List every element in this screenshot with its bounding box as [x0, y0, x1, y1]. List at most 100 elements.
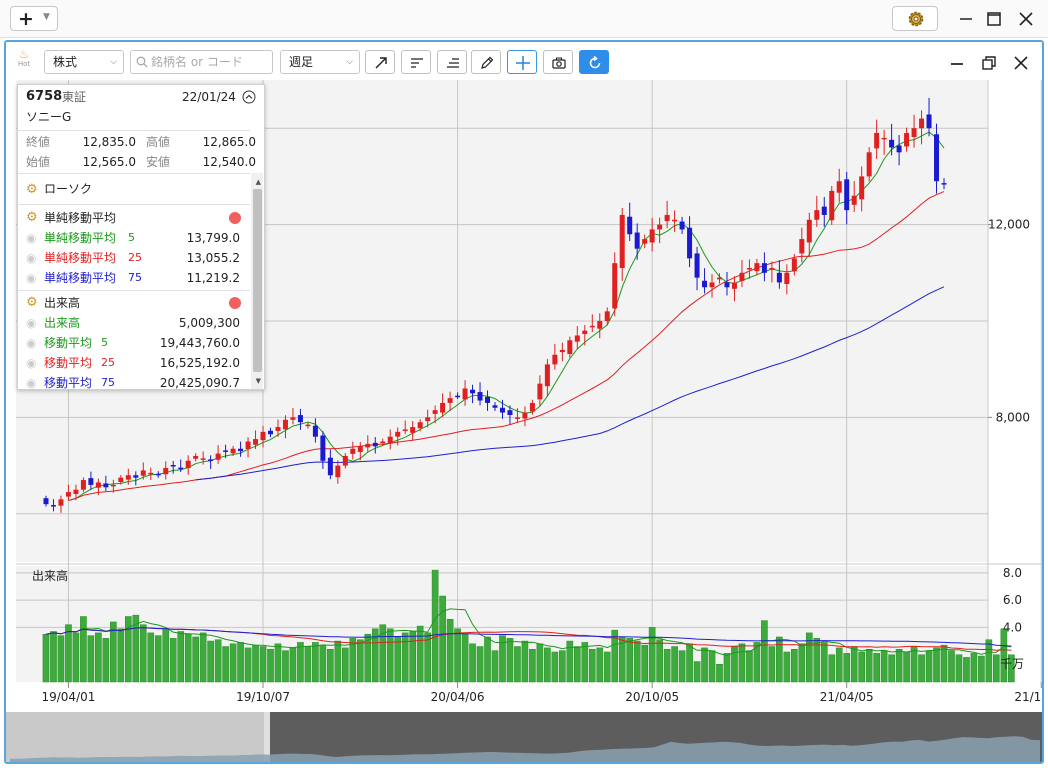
eye-icon[interactable]: ◉ [26, 251, 37, 265]
candlestick [911, 114, 917, 148]
volume-bar [573, 646, 581, 683]
maximize-icon[interactable] [983, 8, 1005, 30]
volume-tick-label: 8.0 [1003, 566, 1022, 580]
volume-panel-title: 出来高 [32, 568, 68, 583]
volume-bar [431, 569, 439, 683]
trend-line-icon [375, 57, 387, 69]
volume-bar [214, 639, 222, 683]
minimize-icon[interactable] [948, 54, 966, 72]
crosshair-button[interactable] [507, 50, 537, 74]
volume-bar [738, 643, 746, 683]
volume-bar [985, 639, 993, 683]
volume-bar [970, 653, 978, 683]
candlestick [934, 123, 940, 194]
gear-icon[interactable]: ⚙ [26, 210, 38, 225]
volume-period: 5 [101, 336, 108, 349]
navigator-handle[interactable] [264, 712, 270, 764]
eye-icon[interactable]: ◉ [26, 316, 37, 330]
volume-bar [371, 628, 379, 683]
volume-bar [192, 636, 199, 683]
add-label: + [18, 8, 34, 30]
volume-bar [184, 633, 192, 683]
scroll-down-icon[interactable]: ▼ [255, 377, 261, 385]
volume-bar [746, 650, 753, 683]
candlestick [612, 252, 618, 317]
candlestick [492, 402, 498, 411]
draw-button[interactable] [471, 50, 501, 74]
add-button[interactable]: + ▼ [10, 6, 58, 31]
candlestick [627, 202, 633, 242]
volume-status-dot[interactable] [229, 297, 241, 309]
sma-header[interactable]: ⚙ 単純移動平均 [18, 208, 264, 228]
volume-line-row[interactable]: ◉ 出来高 5,009,300 [18, 313, 264, 333]
candlestick [65, 484, 71, 501]
candlestick [814, 195, 820, 227]
scrollbar-thumb[interactable] [253, 189, 262, 372]
screenshot-button[interactable] [543, 50, 573, 74]
volume-tick-label: 4.0 [1003, 620, 1022, 634]
volume-bar [499, 635, 506, 683]
candlestick [724, 271, 730, 296]
sma-label: 単純移動平均 [44, 251, 117, 265]
symbol-search-input[interactable]: 銘柄名 or コード [130, 50, 273, 74]
candlestick [268, 427, 273, 438]
scroll-up-icon[interactable]: ▲ [255, 178, 261, 186]
volume-bars [42, 569, 1015, 683]
gear-icon[interactable]: ⚙ [26, 182, 38, 197]
eye-icon[interactable]: ◉ [26, 336, 37, 350]
candlestick [350, 441, 356, 460]
candlestick [80, 477, 86, 493]
sma-line-row[interactable]: ◉ 単純移動平均 25 13,055.2 [18, 248, 264, 268]
volume-bar [925, 650, 933, 683]
minimize-icon[interactable] [955, 8, 977, 30]
eye-icon[interactable]: ◉ [26, 376, 37, 390]
align-left-button[interactable] [401, 50, 431, 74]
trend-line-button[interactable] [365, 50, 395, 74]
volume-bar [274, 643, 282, 683]
restore-icon[interactable] [980, 54, 998, 72]
align-right-button[interactable] [437, 50, 467, 74]
candlestick [260, 425, 266, 448]
candlestick [223, 444, 229, 459]
candlestick [529, 399, 535, 415]
candle-settings-row[interactable]: ⚙ ローソク [18, 179, 264, 199]
volume-bar [723, 653, 731, 683]
candlestick [178, 459, 184, 473]
eye-icon[interactable]: ◉ [26, 356, 37, 370]
candlestick [739, 260, 745, 288]
sma-line-row[interactable]: ◉ 単純移動平均 75 11,219.2 [18, 268, 264, 288]
candlestick [597, 313, 603, 339]
volume-line-row[interactable]: ◉ 移動平均 25 16,525,192.0 [18, 353, 264, 373]
volume-line-row[interactable]: ◉ 移動平均 5 19,443,760.0 [18, 333, 264, 353]
sma-status-dot[interactable] [229, 212, 241, 224]
period-select[interactable]: 週足 ⌵ [280, 50, 360, 74]
collapse-icon[interactable] [242, 90, 256, 104]
eye-icon[interactable]: ◉ [26, 271, 37, 285]
volume-header[interactable]: ⚙ 出来高 [18, 293, 264, 313]
range-navigator[interactable] [6, 712, 1042, 764]
volume-line-row[interactable]: ◉ 移動平均 75 20,425,090.7 [18, 373, 264, 390]
eye-icon[interactable]: ◉ [26, 231, 37, 245]
volume-bar [386, 628, 394, 683]
refresh-button[interactable] [579, 50, 609, 74]
market-select[interactable]: 株式 ⌵ [44, 50, 124, 74]
volume-bar [334, 640, 342, 683]
candlestick [470, 384, 476, 404]
date-tick-label: 19/04/01 [41, 690, 95, 704]
close-icon[interactable] [1012, 54, 1030, 72]
stock-name: ソニーG [26, 110, 72, 124]
close-icon[interactable] [1015, 8, 1037, 30]
volume-bar [768, 646, 776, 683]
gear-icon[interactable]: ⚙ [26, 295, 38, 310]
hot-button[interactable]: ♨ Hot [14, 48, 34, 68]
settings-button[interactable] [892, 6, 938, 31]
navigator-overview[interactable] [6, 712, 1042, 764]
volume-bar [835, 647, 843, 683]
candlestick [784, 264, 790, 295]
sma-line-row[interactable]: ◉ 単純移動平均 5 13,799.0 [18, 228, 264, 248]
volume-bar [761, 620, 768, 683]
candlestick [185, 455, 191, 475]
candlestick [851, 181, 857, 212]
volume-bar [753, 642, 761, 683]
close-label: 終値 [26, 135, 51, 149]
